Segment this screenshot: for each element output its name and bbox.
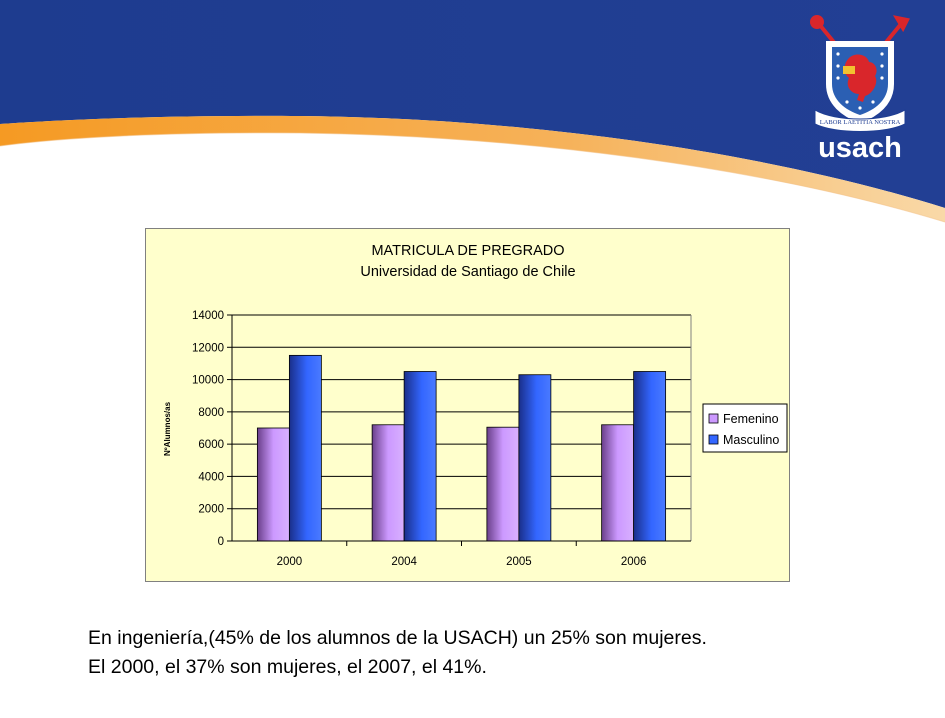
y-tick-label: 10000 <box>192 375 224 387</box>
y-tick-label: 8000 <box>198 407 224 419</box>
y-tick-label: 0 <box>218 536 224 548</box>
x-tick-label: 2005 <box>506 556 532 568</box>
legend-label-masculino: Masculino <box>723 433 779 447</box>
motto-ribbon <box>814 109 906 132</box>
usach-logo-text: usach <box>818 132 902 164</box>
bar-femenino-2004 <box>371 424 405 542</box>
header-band <box>0 0 945 223</box>
bar-femenino-2000 <box>256 427 290 542</box>
bar-femenino-2005 <box>486 426 520 542</box>
usach-crest-icon: LABOR LAETITIA NOSTRA <box>810 15 910 132</box>
y-tick-label: 6000 <box>198 439 224 451</box>
y-tick-label: 4000 <box>198 471 224 483</box>
crest-book <box>843 66 855 74</box>
x-tick-label: 2000 <box>277 556 303 568</box>
motto-text: LABOR LAETITIA NOSTRA <box>820 119 901 126</box>
x-tick-label: 2004 <box>391 556 417 568</box>
y-tick-label: 2000 <box>198 504 224 516</box>
header-blue-shape <box>0 0 945 208</box>
y-axis-label: NºAlumnos/as <box>163 401 172 456</box>
caption-line-1: En ingeniería,(45% de los alumnos de la … <box>88 627 707 649</box>
bar-masculino-2004 <box>403 371 437 542</box>
plot-area: 0 2000 4000 6000 8000 10000 12000 14000 2000 2004… <box>192 310 692 568</box>
x-tick-label: 2006 <box>621 556 647 568</box>
caption: En ingeniería,(45% de los alumnos de la … <box>88 624 908 682</box>
bar-masculino-2006 <box>633 371 667 542</box>
legend-swatch-masculino <box>708 434 719 445</box>
bar-masculino-2000 <box>288 354 322 542</box>
caption-line-2: El 2000, el 37% son mujeres, el 2007, el… <box>88 656 487 678</box>
bar-masculino-2005 <box>518 374 552 542</box>
bar-femenino-2006 <box>601 424 635 542</box>
legend: Femenino Masculino <box>702 403 788 453</box>
legend-swatch-femenino <box>708 413 719 424</box>
chart-title: MATRICULA DE PREGRADO <box>371 243 564 259</box>
bar-chart: MATRICULA DE PREGRADO Universidad de San… <box>163 243 788 568</box>
stars-icon <box>836 52 884 110</box>
chart-panel: MATRICULA DE PREGRADO Universidad de San… <box>145 228 790 582</box>
chart-subtitle: Universidad de Santiago de Chile <box>360 264 575 280</box>
header-white-line <box>0 132 945 223</box>
y-tick-label: 12000 <box>192 342 224 354</box>
y-tick-label: 14000 <box>192 310 224 322</box>
legend-label-femenino: Femenino <box>723 412 779 426</box>
header-orange-swoosh <box>0 115 945 222</box>
